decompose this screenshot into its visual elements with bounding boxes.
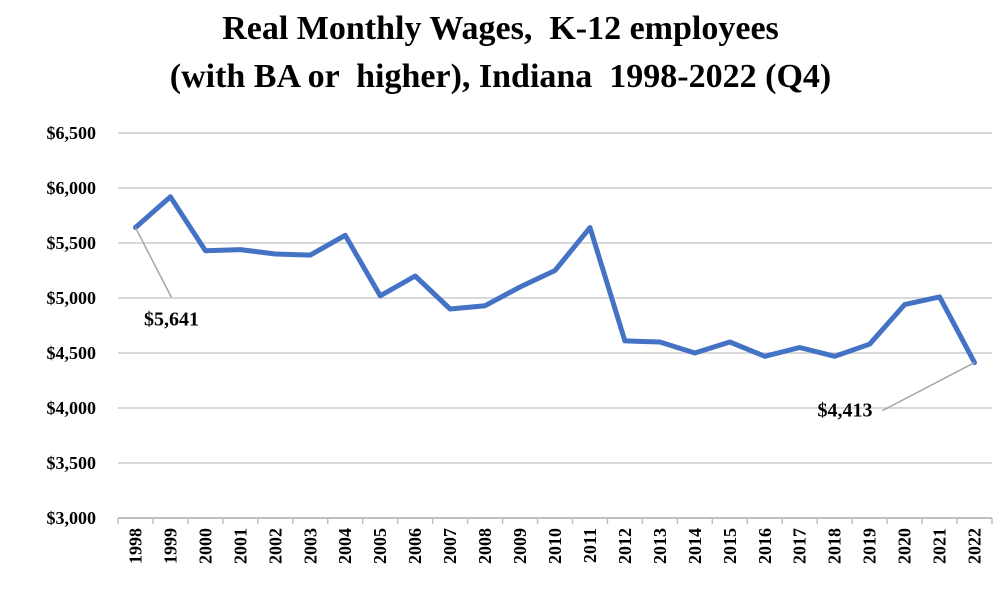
annotation-label: $4,413 — [818, 400, 873, 422]
x-tick-label: 2021 — [930, 528, 950, 564]
chart-title-line-2: (with BA or higher), Indiana 1998-2022 (… — [169, 58, 832, 95]
x-tick-label: 2015 — [720, 528, 740, 564]
x-tick-label: 2001 — [230, 528, 250, 564]
x-tick-label: 2012 — [615, 528, 635, 564]
y-tick-label: $5,000 — [47, 288, 97, 308]
x-tick-label: 2007 — [440, 528, 460, 564]
x-tick-label: 2020 — [895, 528, 915, 564]
x-tick-label: 1999 — [160, 528, 180, 564]
x-tick-label: 2018 — [825, 528, 845, 564]
chart-title-line-1: Real Monthly Wages, K-12 employees — [222, 10, 779, 47]
x-tick-label: 1998 — [125, 528, 145, 564]
y-tick-label: $4,000 — [47, 398, 97, 418]
y-tick-label: $5,500 — [47, 233, 97, 253]
x-tick-label: 2002 — [265, 528, 285, 564]
x-tick-label: 2006 — [405, 528, 425, 564]
x-tick-label: 2010 — [545, 528, 565, 564]
y-tick-label: $6,000 — [47, 178, 97, 198]
x-tick-label: 2003 — [300, 528, 320, 564]
annotation-leader-line — [882, 361, 975, 412]
x-tick-label: 2016 — [755, 528, 775, 564]
annotation-label: $5,641 — [144, 308, 199, 330]
x-tick-label: 2019 — [860, 528, 880, 564]
y-tick-label: $3,500 — [47, 453, 97, 473]
x-tick-label: 2004 — [335, 528, 355, 564]
x-tick-label: 2022 — [965, 528, 985, 564]
annotation-leader-line — [134, 227, 173, 298]
y-tick-label: $4,500 — [47, 343, 97, 363]
x-tick-label: 2000 — [195, 528, 215, 564]
x-tick-label: 2008 — [475, 528, 495, 564]
x-tick-label: 2014 — [685, 528, 705, 564]
series-line — [133, 194, 977, 366]
x-tick-label: 2011 — [580, 528, 600, 563]
y-tick-label: $3,000 — [47, 508, 97, 528]
y-tick-label: $6,500 — [47, 123, 97, 143]
x-tick-label: 2013 — [650, 528, 670, 564]
x-tick-label: 2009 — [510, 528, 530, 564]
x-tick-label: 2005 — [370, 528, 390, 564]
x-tick-label: 2017 — [790, 528, 810, 564]
